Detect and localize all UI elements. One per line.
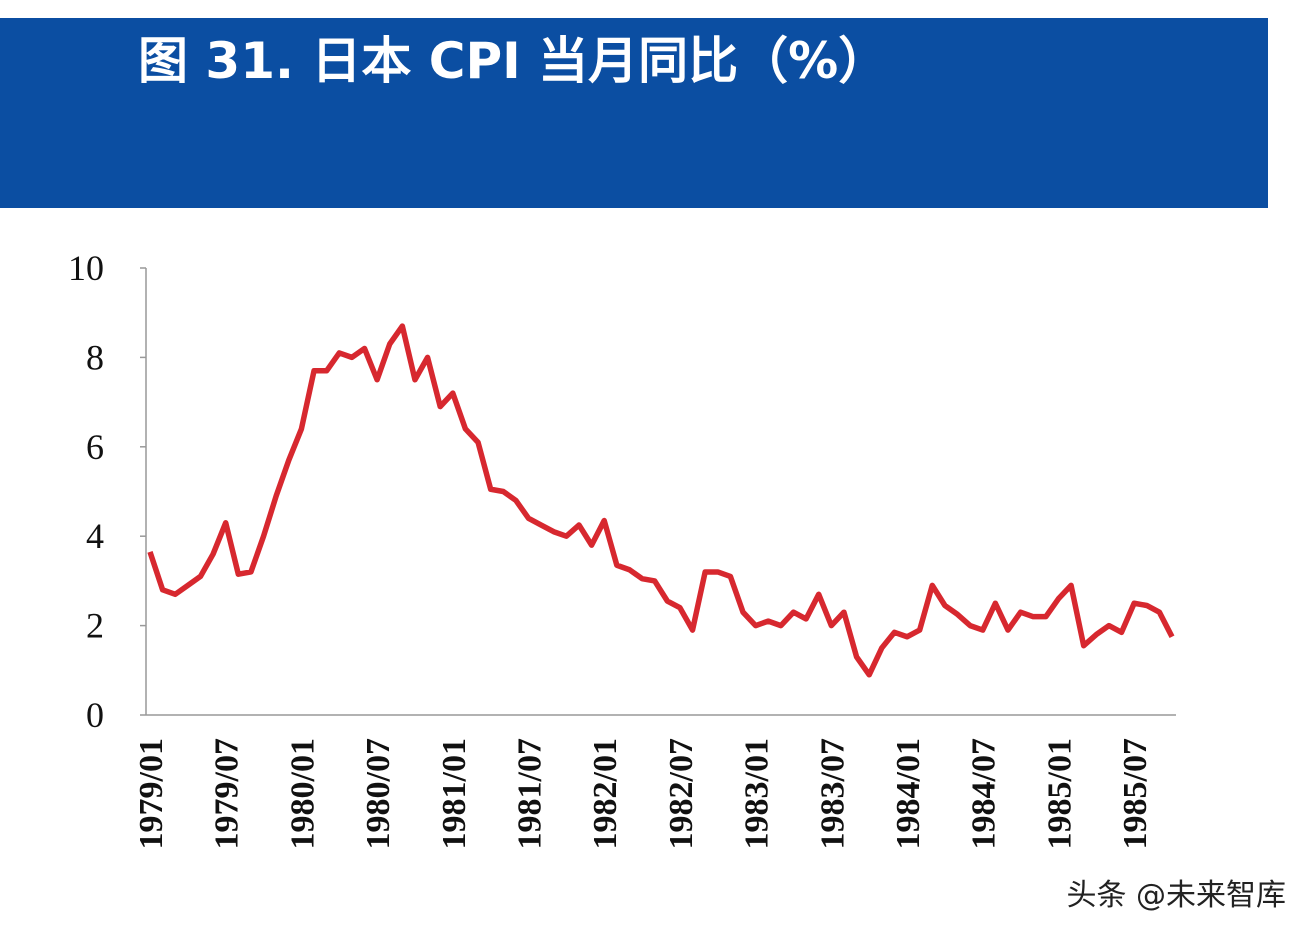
x-tick-label: 1981/01 (436, 738, 473, 849)
chart-title: 图 31. 日本 CPI 当月同比（%） (138, 32, 888, 90)
x-tick-label: 1983/07 (814, 738, 851, 849)
x-tick-label: 1982/01 (587, 738, 624, 849)
x-tick-label: 1984/01 (890, 738, 927, 849)
watermark: 头条 @未来智库 (1066, 878, 1286, 913)
y-tick-label: 10 (68, 248, 104, 288)
x-tick-label: 1985/01 (1041, 738, 1078, 849)
y-tick-label: 4 (86, 516, 104, 556)
x-tick-label: 1984/07 (966, 738, 1003, 849)
y-tick-label: 2 (86, 606, 104, 646)
y-tick-label: 0 (86, 695, 104, 735)
x-tick-label: 1981/07 (512, 738, 549, 849)
x-tick-label: 1979/01 (133, 738, 170, 849)
x-tick-label: 1982/07 (663, 738, 700, 849)
x-tick-label: 1979/07 (209, 738, 246, 849)
x-tick-label: 1980/01 (284, 738, 321, 849)
y-tick-label: 6 (86, 427, 104, 467)
y-tick-label: 8 (86, 337, 104, 377)
x-tick-label: 1985/07 (1117, 738, 1154, 849)
data-line (147, 323, 1175, 678)
title-band (0, 18, 1268, 208)
x-tick-label: 1980/07 (360, 738, 397, 849)
x-tick-label: 1983/01 (739, 738, 776, 849)
